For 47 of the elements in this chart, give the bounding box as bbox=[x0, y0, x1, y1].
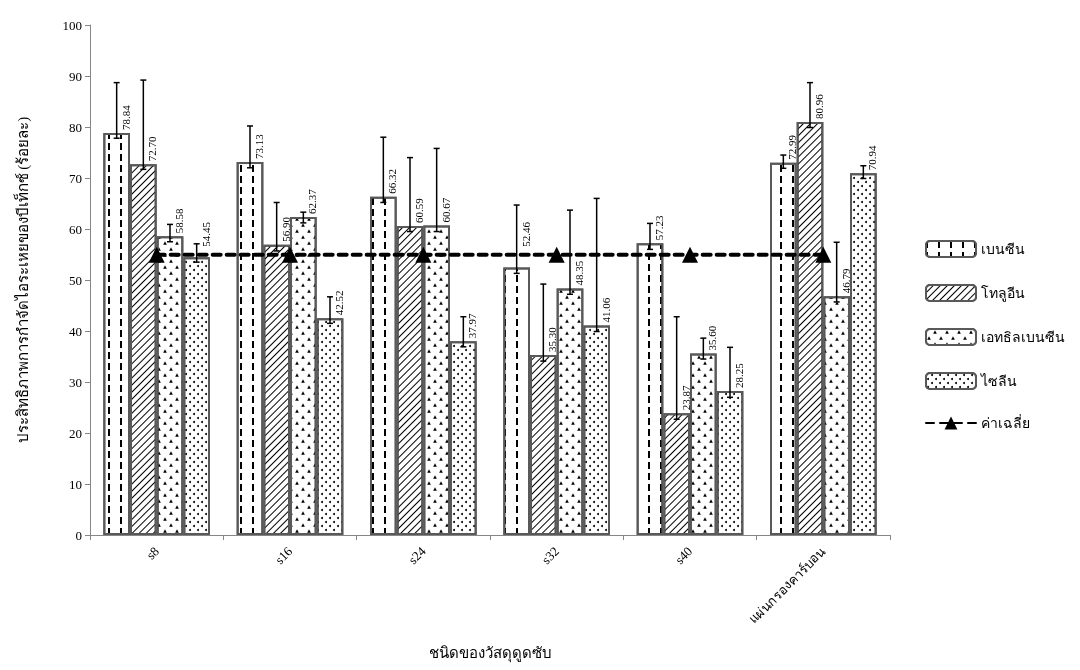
data-label: 72.99 bbox=[786, 134, 799, 160]
y-tick-label: 70 bbox=[69, 170, 82, 186]
data-label: 78.84 bbox=[119, 104, 132, 130]
y-tick-label: 80 bbox=[69, 119, 82, 135]
legend-label: ไซลีน bbox=[980, 372, 1017, 389]
data-label: 37.97 bbox=[466, 313, 479, 339]
x-axis-title: ชนิดของวัสดุดูดซับ bbox=[428, 644, 552, 663]
data-label: 60.59 bbox=[413, 197, 425, 223]
data-label: 54.45 bbox=[199, 221, 212, 247]
y-axis-title: ประสิทธิภาพการกำจัดไอระเหยของบีเท็กซ์ (ร้อยละ) bbox=[12, 116, 32, 444]
data-label: 35.60 bbox=[706, 325, 719, 351]
legend-label: โทลูอีน bbox=[981, 284, 1025, 302]
data-label: 46.79 bbox=[839, 268, 852, 294]
data-label: 62.37 bbox=[306, 188, 319, 214]
legend-label: ค่าเฉลี่ย bbox=[981, 413, 1030, 431]
legend-label: เบนซีน bbox=[981, 241, 1025, 257]
data-label: 42.52 bbox=[333, 290, 345, 316]
x-tick-label: s16 bbox=[271, 543, 296, 568]
data-label: 58.58 bbox=[173, 207, 185, 234]
data-label: 56.90 bbox=[279, 216, 292, 242]
x-tick-label: s8 bbox=[143, 543, 162, 563]
x-tick-label: s24 bbox=[405, 543, 429, 568]
x-tick-label: s40 bbox=[671, 543, 696, 568]
data-label: 52.46 bbox=[519, 221, 532, 247]
data-label: 73.13 bbox=[253, 133, 265, 160]
legend-label: เอทธิลเบนซีน bbox=[981, 329, 1065, 345]
data-label: 80.96 bbox=[813, 93, 825, 120]
y-tick-label: 100 bbox=[62, 17, 82, 33]
y-tick-label: 0 bbox=[75, 527, 82, 543]
y-tick-label: 60 bbox=[69, 221, 82, 237]
data-label: 57.23 bbox=[653, 214, 665, 241]
data-label: 28.25 bbox=[733, 362, 745, 388]
y-tick-label: 40 bbox=[69, 323, 82, 339]
data-label: 66.32 bbox=[386, 169, 399, 194]
data-label: 23.87 bbox=[679, 385, 692, 411]
y-tick-label: 90 bbox=[69, 68, 82, 84]
data-label: 41.06 bbox=[599, 297, 612, 323]
y-tick-label: 50 bbox=[69, 272, 82, 288]
x-tick-label: s32 bbox=[538, 543, 562, 568]
data-label: 35.30 bbox=[546, 326, 559, 352]
data-label: 60.67 bbox=[439, 197, 452, 223]
data-label: 70.94 bbox=[866, 144, 879, 171]
data-label: 48.35 bbox=[573, 260, 585, 286]
y-tick-label: 20 bbox=[69, 425, 82, 441]
y-tick-label: 30 bbox=[69, 374, 82, 390]
y-tick-label: 10 bbox=[69, 476, 82, 492]
data-label: 72.70 bbox=[146, 135, 159, 162]
